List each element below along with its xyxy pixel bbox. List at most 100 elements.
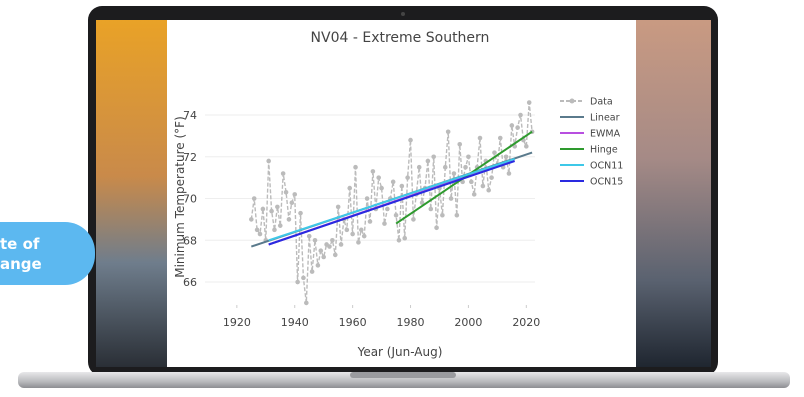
data-point xyxy=(261,207,266,212)
data-point xyxy=(379,186,384,191)
data-point xyxy=(316,263,321,268)
data-point xyxy=(307,234,312,239)
data-point xyxy=(318,248,323,253)
badge-line: te of xyxy=(0,234,95,254)
data-point xyxy=(455,213,460,218)
legend-label: Linear xyxy=(590,113,620,124)
data-point xyxy=(290,200,295,205)
data-point xyxy=(457,142,462,147)
data-point xyxy=(498,136,503,141)
data-point xyxy=(275,205,280,210)
photo-left xyxy=(96,20,168,367)
y-tick-label: 68 xyxy=(183,234,197,247)
data-point xyxy=(510,123,515,128)
data-point xyxy=(434,225,439,230)
y-tick-label: 66 xyxy=(183,276,197,289)
x-tick-label: 2020 xyxy=(512,316,540,329)
data-point xyxy=(350,232,355,237)
data-point xyxy=(426,159,431,164)
data-point xyxy=(417,165,422,170)
badge-line: ange xyxy=(0,254,95,274)
data-point xyxy=(411,217,416,222)
x-tick-label: 2000 xyxy=(454,316,482,329)
data-point xyxy=(469,180,474,185)
side-badge: te of ange xyxy=(0,222,95,285)
data-point xyxy=(489,175,494,180)
data-point xyxy=(368,219,373,224)
data-point xyxy=(486,188,491,193)
data-point xyxy=(292,192,297,197)
data-point xyxy=(391,180,396,185)
data-point xyxy=(515,125,520,130)
data-point xyxy=(443,165,448,170)
data-point xyxy=(353,165,358,170)
data-point xyxy=(507,171,512,176)
data-point xyxy=(252,196,257,201)
data-point xyxy=(301,276,306,281)
data-point xyxy=(298,211,303,216)
data-point xyxy=(266,159,271,164)
chart-title: NV04 - Extreme Southern xyxy=(311,30,490,46)
data-point xyxy=(382,221,387,226)
data-point xyxy=(310,269,315,274)
data-point xyxy=(463,165,468,170)
data-point xyxy=(446,129,451,134)
data-point xyxy=(336,205,341,210)
legend-label: EWMA xyxy=(590,129,621,140)
legend-label: OCN11 xyxy=(590,161,623,172)
data-point xyxy=(249,217,254,222)
chart: NV04 - Extreme Southern Year (Jun-Aug) M… xyxy=(0,0,804,393)
data-point xyxy=(278,223,283,228)
x-tick-label: 1960 xyxy=(339,316,367,329)
data-point xyxy=(492,150,497,155)
y-tick-label: 72 xyxy=(183,151,197,164)
legend-label: OCN15 xyxy=(590,177,623,188)
data-point xyxy=(287,217,292,222)
data-point xyxy=(321,255,326,260)
data-point xyxy=(385,207,390,212)
camera xyxy=(401,12,405,16)
data-point xyxy=(408,138,413,143)
x-tick-label: 1920 xyxy=(223,316,251,329)
data-point xyxy=(431,154,436,159)
x-tick-label: 1980 xyxy=(397,316,425,329)
data-point xyxy=(504,154,509,159)
data-point xyxy=(347,186,352,191)
data-point xyxy=(376,175,381,180)
data-point xyxy=(356,240,361,245)
data-point xyxy=(327,244,332,249)
data-point xyxy=(333,253,338,258)
data-point xyxy=(258,232,263,237)
data-point xyxy=(345,228,350,233)
data-point xyxy=(400,184,405,189)
data-point xyxy=(452,171,457,176)
data-point xyxy=(359,228,364,233)
data-point xyxy=(478,136,483,141)
data-point xyxy=(255,228,260,233)
data-point xyxy=(371,169,376,174)
data-point xyxy=(466,154,471,159)
data-point xyxy=(405,175,410,180)
x-axis-title: Year (Jun-Aug) xyxy=(357,345,443,359)
data-point xyxy=(284,190,289,195)
data-point xyxy=(339,242,344,247)
data-point xyxy=(524,144,529,149)
legend-marker xyxy=(570,99,575,104)
y-tick-label: 74 xyxy=(183,109,197,122)
data-point xyxy=(397,238,402,243)
data-point xyxy=(272,228,277,233)
data-point xyxy=(330,238,335,243)
data-point xyxy=(527,100,532,105)
y-tick-label: 70 xyxy=(183,193,197,206)
legend-label: Hinge xyxy=(590,145,618,156)
x-tick-label: 1940 xyxy=(281,316,309,329)
legend-label: Data xyxy=(590,97,613,108)
laptop-notch xyxy=(350,372,456,378)
data-point xyxy=(402,236,407,241)
data-point xyxy=(281,171,286,176)
data-point xyxy=(518,113,523,118)
data-point xyxy=(313,238,318,243)
data-point xyxy=(428,207,433,212)
photo-right xyxy=(636,20,711,367)
data-point xyxy=(304,301,309,306)
